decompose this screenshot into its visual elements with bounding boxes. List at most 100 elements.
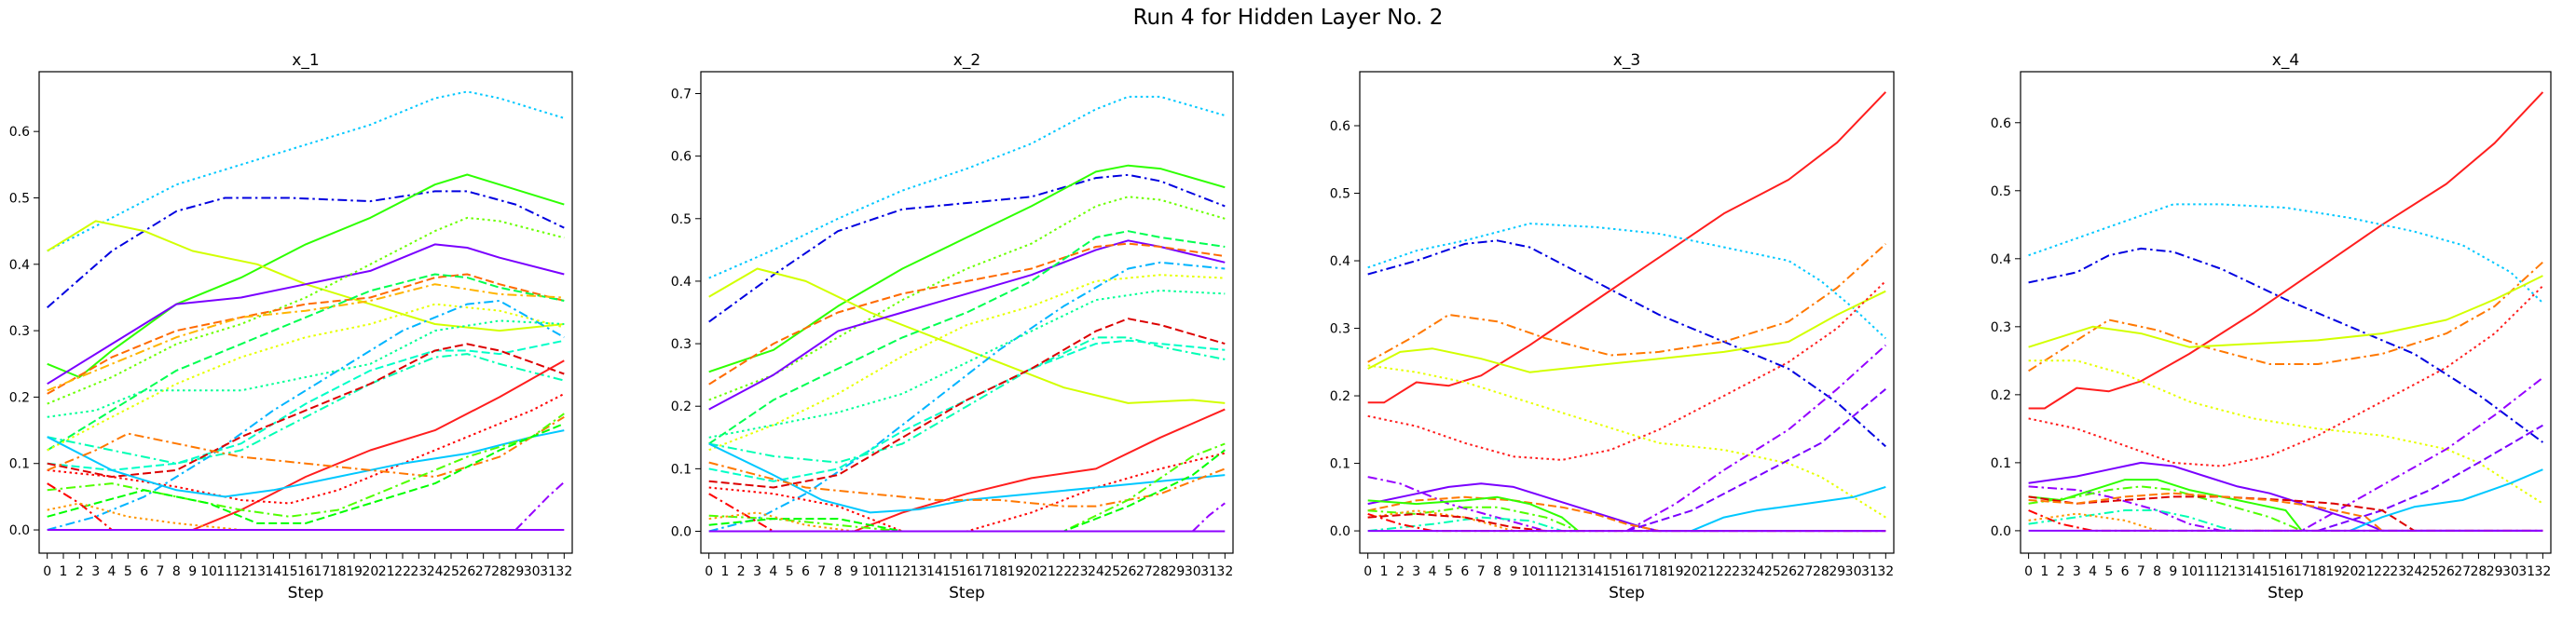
panel-4-y-tick-label: 0.6 bbox=[1991, 116, 2011, 131]
panel-4-x-tick-label: 1 bbox=[2040, 564, 2048, 579]
panel-4-x-axis-label: Step bbox=[2268, 584, 2304, 603]
panel-2-x-tick-label: 6 bbox=[802, 564, 810, 579]
panel-4-y-tick-label: 0.1 bbox=[1991, 456, 2011, 471]
panel-2-x-tick-label: 24 bbox=[1088, 564, 1104, 579]
panel-3-y-tick-label: 0.4 bbox=[1330, 254, 1350, 269]
panel-1-x-tick-label: 1 bbox=[60, 564, 68, 579]
panel-4-x-tick-label: 24 bbox=[2406, 564, 2423, 579]
panel-2-x-tick-label: 20 bbox=[1023, 564, 1040, 579]
panel-2-x-tick-label: 29 bbox=[1169, 564, 1185, 579]
panel-3-x-tick-label: 10 bbox=[1521, 564, 1538, 579]
panel-3-y-tick-label: 0.0 bbox=[1330, 524, 1350, 539]
panel-4-x-tick-label: 27 bbox=[2454, 564, 2471, 579]
panel-1-x-tick-label: 13 bbox=[249, 564, 266, 579]
panel-1-series-6-line bbox=[47, 216, 565, 405]
panel-2-x-tick-label: 4 bbox=[769, 564, 777, 579]
panel-4-series-6-line bbox=[2028, 285, 2544, 467]
panel-3-series-17-line bbox=[1367, 509, 1514, 533]
panel-2-y-tick-label: 0.7 bbox=[671, 88, 692, 102]
panel-3-x-tick-label: 0 bbox=[1363, 564, 1372, 579]
panel-4-y-tick-label: 0.4 bbox=[1991, 252, 2011, 267]
panel-1-series-10-line bbox=[47, 303, 565, 452]
panel-3-y-tick-label: 0.2 bbox=[1330, 389, 1350, 404]
panel-2-x-tick-label: 10 bbox=[862, 564, 879, 579]
panel-2-x-tick-label: 21 bbox=[1039, 564, 1056, 579]
panel-3-x-tick-label: 28 bbox=[1813, 564, 1829, 579]
panel-1-x-tick-label: 3 bbox=[91, 564, 100, 579]
panel-1-y-tick-label: 0.4 bbox=[9, 258, 30, 273]
panel-1-x-tick-label: 26 bbox=[459, 564, 475, 579]
panel-2-y-tick-label: 0.0 bbox=[671, 525, 692, 540]
panel-2-x-tick-label: 1 bbox=[720, 564, 729, 579]
panel-2-series-7-line bbox=[708, 242, 1226, 386]
panel-2-x-tick-label: 15 bbox=[942, 564, 959, 579]
panel-1-x-tick-label: 4 bbox=[108, 564, 116, 579]
panel-2-series-4-line bbox=[708, 196, 1226, 401]
panel-2-series-5-line bbox=[708, 267, 1226, 404]
panel-3-x-tick-label: 22 bbox=[1716, 564, 1733, 579]
panel-1-series-7-line bbox=[47, 273, 565, 395]
panel-1-series-13-line bbox=[47, 353, 565, 465]
panel-1-x-tick-label: 23 bbox=[410, 564, 427, 579]
panel-4-axes-frame bbox=[2020, 71, 2552, 554]
panel-2-series-1-line bbox=[708, 95, 1226, 279]
panel-2-x-tick-label: 26 bbox=[1120, 564, 1137, 579]
panel-2-y-tick-label: 0.4 bbox=[671, 275, 692, 290]
panel-2-x-tick-label: 19 bbox=[1007, 564, 1023, 579]
panel-2-x-tick-label: 27 bbox=[1136, 564, 1153, 579]
panel-1-x-tick-label: 20 bbox=[362, 564, 378, 579]
panel-2-x-tick-label: 23 bbox=[1072, 564, 1089, 579]
panel-1-x-tick-label: 2 bbox=[75, 564, 84, 579]
panel-3-x-tick-label: 11 bbox=[1538, 564, 1555, 579]
panel-2-x-tick-label: 0 bbox=[705, 564, 713, 579]
panel-1-y-tick-label: 0.0 bbox=[9, 523, 30, 538]
panel-2-x-tick-label: 17 bbox=[975, 564, 992, 579]
panel-1-series-24-line bbox=[47, 502, 565, 531]
panel-3-x-tick-label: 24 bbox=[1747, 564, 1764, 579]
panel-3-x-tick-label: 3 bbox=[1412, 564, 1420, 579]
panel-3-x-tick-label: 32 bbox=[1877, 564, 1894, 579]
panel-2-x-tick-label: 31 bbox=[1200, 564, 1217, 579]
panel-2-x-tick-label: 14 bbox=[926, 564, 943, 579]
panel-2-y-tick-label: 0.6 bbox=[671, 150, 692, 165]
panel-4-x-tick-label: 16 bbox=[2278, 564, 2295, 579]
panel-1-x-tick-label: 10 bbox=[200, 564, 217, 579]
panel-4-x-tick-label: 31 bbox=[2518, 564, 2535, 579]
panel-1-series-18-line bbox=[47, 429, 565, 498]
panel-4-x-tick-label: 30 bbox=[2502, 564, 2519, 579]
panel-3-series-7-line bbox=[1367, 364, 1886, 519]
panel-1-series-2-line bbox=[47, 190, 565, 308]
panel-1-x-tick-label: 6 bbox=[140, 564, 148, 579]
panel-1-series-4-line bbox=[47, 220, 565, 332]
panel-4-series-9-line bbox=[2317, 424, 2543, 532]
panel-4-x-tick-label: 8 bbox=[2153, 564, 2161, 579]
panel-4-series-5-line bbox=[2028, 275, 2543, 348]
panel-3-x-tick-label: 9 bbox=[1509, 564, 1517, 579]
panel-2-y-tick-label: 0.3 bbox=[671, 337, 692, 352]
panel-4-x-tick-label: 21 bbox=[2358, 564, 2375, 579]
panel-4-series-15-line bbox=[2028, 509, 2239, 532]
panel-2-y-tick-label: 0.1 bbox=[671, 462, 692, 477]
panel-4-series-18-line bbox=[2028, 512, 2158, 532]
panel-1-x-tick-label: 31 bbox=[540, 564, 556, 579]
panel-4-series-3-line bbox=[2028, 247, 2543, 443]
panel-3-series-1-line bbox=[1367, 91, 1887, 404]
panel-3-series-14-line bbox=[1367, 516, 1563, 533]
panel-3-x-tick-label: 17 bbox=[1635, 564, 1651, 579]
panel-2-x-tick-label: 3 bbox=[753, 564, 761, 579]
panel-3-series-9-line bbox=[1626, 388, 1886, 533]
panel-2-title: x_2 bbox=[953, 51, 980, 70]
panel-1-series-3-line bbox=[47, 173, 565, 378]
panel-1-x-tick-label: 19 bbox=[346, 564, 363, 579]
panel-1-y-tick-label: 0.2 bbox=[9, 390, 30, 405]
panel-4-x-tick-label: 7 bbox=[2137, 564, 2145, 579]
panel-3-x-tick-label: 6 bbox=[1460, 564, 1469, 579]
panel-1-x-tick-label: 27 bbox=[475, 564, 492, 579]
panel-2-series-10-line bbox=[708, 261, 1226, 533]
panel-1-series-12-line bbox=[47, 319, 565, 418]
panel-1-x-tick-label: 11 bbox=[216, 564, 233, 579]
panel-3-series-4-line bbox=[1367, 243, 1886, 363]
panel-2-series-11-line bbox=[708, 290, 1226, 439]
panel-3-y-tick-label: 0.1 bbox=[1330, 457, 1350, 472]
